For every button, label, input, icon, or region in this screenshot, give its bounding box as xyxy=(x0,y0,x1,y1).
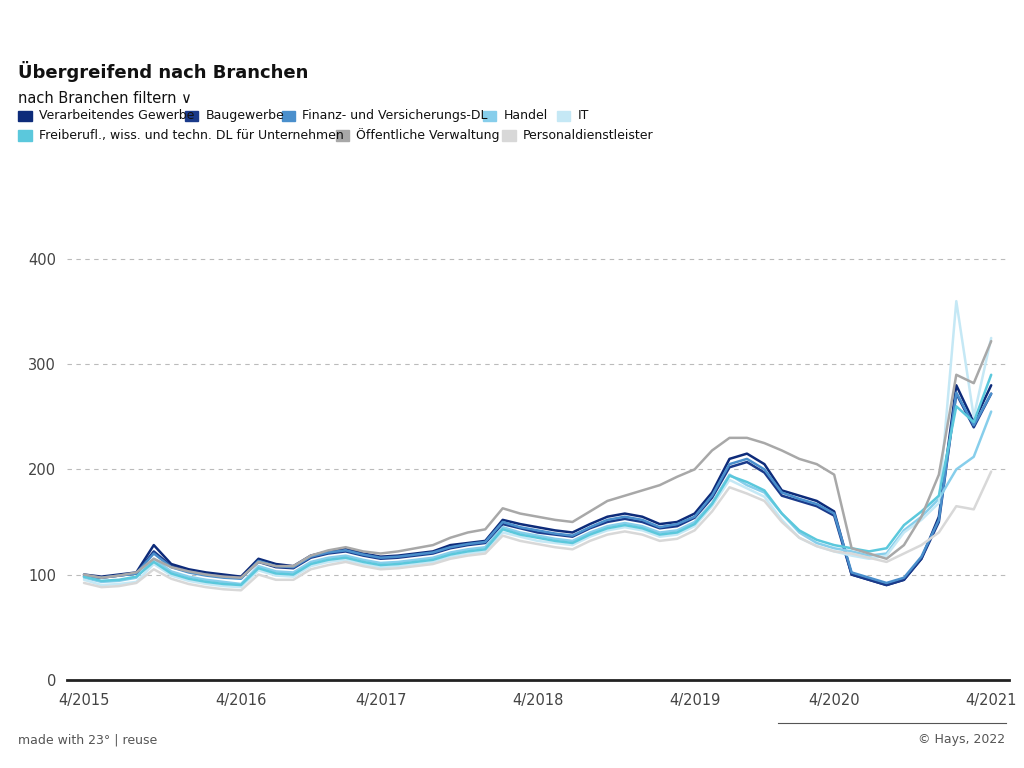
Text: Übergreifend nach Branchen: Übergreifend nach Branchen xyxy=(18,61,309,82)
Text: © Hays, 2022: © Hays, 2022 xyxy=(919,733,1006,746)
Text: IT: IT xyxy=(578,110,589,122)
Text: nach Branchen filtern ∨: nach Branchen filtern ∨ xyxy=(18,91,193,106)
Text: Öffentliche Verwaltung: Öffentliche Verwaltung xyxy=(356,128,500,142)
Text: Handel: Handel xyxy=(504,110,548,122)
Text: HAYS-FACHKRÄFTE-INDEX DEUTSCHLAND: HAYS-FACHKRÄFTE-INDEX DEUTSCHLAND xyxy=(18,20,568,44)
Text: made with 23° | reuse: made with 23° | reuse xyxy=(18,733,158,746)
Text: Personaldienstleister: Personaldienstleister xyxy=(522,129,653,141)
Text: Verarbeitendes Gewerbe: Verarbeitendes Gewerbe xyxy=(39,110,195,122)
Text: Freiberufl., wiss. und techn. DL für Unternehmen: Freiberufl., wiss. und techn. DL für Unt… xyxy=(39,129,344,141)
Text: Finanz- und Versicherungs-DL: Finanz- und Versicherungs-DL xyxy=(302,110,487,122)
Text: Baugewerbe: Baugewerbe xyxy=(206,110,285,122)
